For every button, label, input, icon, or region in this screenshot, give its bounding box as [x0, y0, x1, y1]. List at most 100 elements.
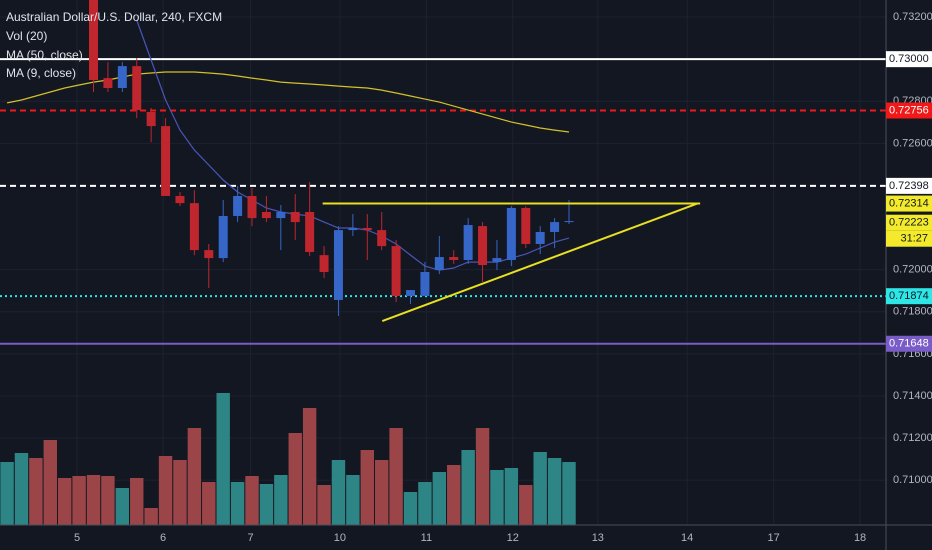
candle-body — [161, 126, 171, 196]
volume-bar — [173, 460, 187, 525]
volume-bar — [43, 440, 57, 525]
candle-body — [506, 207, 516, 260]
volume-bar — [274, 475, 288, 525]
x-tick-label: 17 — [767, 532, 779, 544]
price-tag — [886, 177, 932, 194]
candle-body — [434, 257, 444, 271]
price-tag-label: 0.71874 — [889, 290, 929, 302]
candle-body — [478, 226, 488, 266]
candle-body — [290, 211, 300, 223]
volume-bar — [547, 458, 562, 525]
volume-bar — [29, 458, 43, 525]
candle-body — [103, 78, 113, 88]
y-tick-label: 0.72000 — [893, 264, 932, 276]
candle-body — [276, 211, 286, 219]
x-tick-label: 6 — [160, 532, 166, 544]
candle-body — [420, 271, 430, 296]
x-tick-label: 18 — [854, 532, 866, 544]
x-tick-label: 10 — [334, 532, 346, 544]
candle-body — [333, 230, 343, 300]
axes: 0.732000.728000.726000.720000.718000.716… — [74, 11, 932, 544]
countdown-label: 31:27 — [900, 233, 928, 245]
volume-bar — [86, 475, 101, 525]
candle-body — [348, 227, 358, 231]
candle-body — [233, 195, 243, 216]
price-pane — [0, 0, 886, 345]
candle-body — [261, 211, 271, 219]
volume-bar — [331, 460, 346, 525]
y-tick-label: 0.71000 — [893, 474, 932, 486]
volume-bar — [101, 476, 115, 525]
x-tick-label: 12 — [507, 532, 519, 544]
volume-bar — [57, 478, 72, 525]
candle-body — [564, 221, 574, 223]
volume-bar — [302, 408, 317, 525]
candle-body — [449, 257, 459, 260]
x-tick-label: 7 — [248, 532, 254, 544]
price-tag — [886, 51, 932, 68]
volume-bar — [130, 478, 144, 525]
candle-body — [535, 231, 545, 244]
volume-bar — [158, 456, 173, 525]
volume-bar — [533, 452, 547, 525]
price-tag — [886, 288, 932, 305]
trendline — [381, 202, 698, 322]
volume-bar — [389, 428, 403, 525]
volume-bar — [519, 485, 533, 525]
volume-bar — [202, 482, 216, 525]
volume-bar — [187, 428, 202, 525]
volume-bar — [144, 508, 158, 525]
price-tag — [886, 214, 932, 231]
volume-bar — [360, 450, 374, 525]
volume-bar — [259, 484, 274, 525]
candle-body — [89, 0, 99, 80]
grid — [0, 0, 886, 525]
candle-body — [132, 66, 142, 111]
candle-body — [521, 207, 531, 244]
candle-body — [247, 195, 257, 219]
legend-ma50: MA (50, close) — [6, 48, 83, 62]
candle-body — [204, 250, 214, 259]
legend-volume: Vol (20) — [6, 29, 47, 43]
volume-bar — [14, 453, 29, 525]
volume-bar — [230, 482, 245, 525]
y-tick-label: 0.71400 — [893, 390, 932, 402]
candle-body — [391, 246, 401, 296]
candle-body — [146, 111, 156, 127]
candle-body — [218, 215, 228, 259]
volume-pane — [0, 393, 576, 525]
moving-average — [6, 71, 570, 133]
candle-body — [362, 227, 372, 231]
x-tick-label: 5 — [74, 532, 80, 544]
volume-bar — [346, 475, 360, 525]
x-tick-label: 11 — [421, 532, 432, 544]
price-tag-label: 0.71648 — [889, 338, 929, 350]
volume-bar — [216, 393, 230, 525]
chart-title: Australian Dollar/U.S. Dollar, 240, FXCM — [6, 10, 222, 24]
volume-bar — [432, 472, 447, 525]
candle-body — [492, 258, 502, 263]
volume-bar — [447, 465, 461, 525]
volume-bar — [72, 476, 86, 525]
price-tag-label: 0.73000 — [889, 53, 929, 65]
volume-bar — [461, 450, 475, 525]
volume-bar — [504, 468, 519, 525]
candle-body — [305, 211, 315, 252]
candle-body — [377, 230, 387, 247]
candle-body — [117, 66, 127, 88]
candle-body — [175, 195, 185, 204]
volume-bar — [317, 485, 331, 525]
y-tick-label: 0.71800 — [893, 306, 932, 318]
y-tick-label: 0.73200 — [893, 11, 932, 23]
price-tag — [886, 195, 932, 212]
candle-body — [189, 203, 199, 251]
volume-bar — [245, 476, 259, 525]
volume-bar — [403, 492, 418, 525]
volume-bar — [288, 433, 302, 525]
candle-body — [406, 290, 416, 296]
volume-bar — [475, 428, 490, 525]
x-tick-label: 14 — [681, 532, 693, 544]
price-tag-label: 0.72756 — [889, 104, 929, 116]
volume-bar — [115, 488, 130, 525]
